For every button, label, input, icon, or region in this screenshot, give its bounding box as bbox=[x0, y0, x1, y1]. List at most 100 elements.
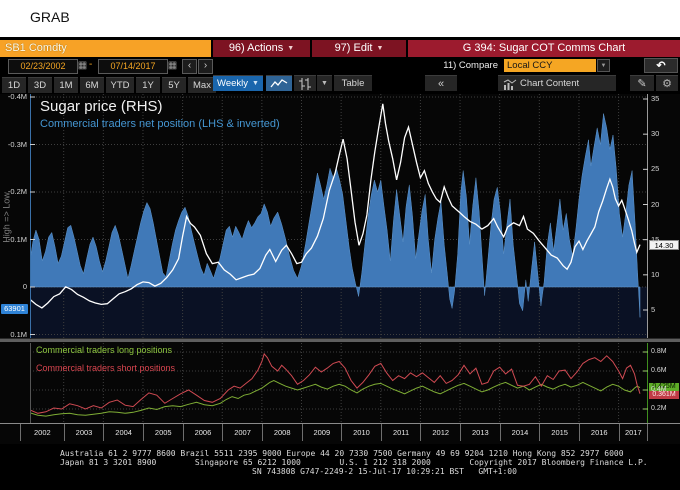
period-button-1m[interactable]: 1M bbox=[54, 77, 78, 93]
settings-button[interactable]: ⚙ bbox=[656, 75, 678, 91]
axis-tick-label: -0.4M bbox=[7, 92, 27, 101]
year-label-2010: 2010 bbox=[341, 424, 381, 441]
period-button-ytd[interactable]: YTD bbox=[106, 77, 134, 93]
chart-content-icon bbox=[503, 79, 517, 90]
table-button[interactable]: Table bbox=[334, 75, 372, 91]
axis-tick-label: 20 bbox=[651, 199, 660, 209]
axis-tick-label: 0.1M bbox=[10, 329, 27, 339]
frequency-select[interactable]: Weekly ▼ bbox=[213, 75, 263, 91]
chart-content-button[interactable]: Chart Content bbox=[498, 75, 616, 91]
bottom-chart[interactable] bbox=[30, 343, 648, 423]
undo-button[interactable]: ↶ bbox=[644, 58, 678, 73]
long-positions-value-badge: 0.425M bbox=[649, 383, 679, 391]
sugar-price-line bbox=[30, 103, 641, 309]
chart-subtitle: Commercial traders net position (LHS & i… bbox=[40, 118, 280, 130]
year-label-2013: 2013 bbox=[460, 424, 500, 441]
net-position-area bbox=[30, 113, 641, 318]
start-date-field[interactable]: 02/23/2002 bbox=[8, 59, 78, 74]
date-range-separator: - bbox=[89, 59, 93, 70]
range-back-button[interactable]: ‹ bbox=[182, 59, 197, 74]
period-button-1d[interactable]: 1D bbox=[2, 77, 26, 93]
axis-tick-label: 5 bbox=[651, 305, 656, 314]
footer-phone-line-2: Japan 81 3 3201 8900 Singapore 65 6212 1… bbox=[60, 458, 648, 467]
annotate-icon: ✎ bbox=[637, 78, 647, 90]
left-axis-direction-label: High => Low bbox=[1, 192, 12, 243]
actions-label: 96) Actions bbox=[228, 42, 284, 54]
net-position-value-badge: 63901 bbox=[1, 304, 28, 314]
legend-long-positions: Commercial traders long positions bbox=[36, 345, 173, 355]
chart-toolbar: 1D 3D 1M 6M YTD 1Y 5Y Max Weekly ▼ ▼ Table « Cha… bbox=[0, 75, 680, 93]
year-label-2011: 2011 bbox=[380, 424, 421, 441]
year-label-2012: 2012 bbox=[420, 424, 460, 441]
chart-title: Sugar price (RHS) bbox=[40, 98, 163, 115]
axis-tick-label: 35 bbox=[651, 94, 660, 103]
axis-tick-label: -0.3M bbox=[7, 139, 27, 149]
year-label-2015: 2015 bbox=[539, 424, 579, 441]
year-label-2003: 2003 bbox=[63, 424, 104, 441]
annotate-button[interactable]: ✎ bbox=[630, 75, 654, 91]
candlestick-type-button[interactable] bbox=[294, 75, 316, 91]
chart-area: Sugar price (RHS) Commercial traders net… bbox=[0, 92, 680, 444]
axis-tick-label: 0.8M bbox=[651, 348, 667, 355]
gear-icon: ⚙ bbox=[662, 78, 672, 90]
collapse-panel-button[interactable]: « bbox=[425, 75, 457, 91]
year-label-2004: 2004 bbox=[103, 424, 143, 441]
candlestick-icon bbox=[299, 78, 311, 90]
compare-menu-item[interactable]: 11) Compare bbox=[443, 60, 498, 71]
calendar-icon[interactable]: ▦ bbox=[77, 60, 88, 71]
period-buttons: 1D 3D 1M 6M YTD 1Y 5Y Max bbox=[2, 75, 218, 93]
axis-tick-label: 15 bbox=[651, 234, 660, 244]
range-forward-button[interactable]: › bbox=[198, 59, 213, 74]
axis-tick-label: 0.4M bbox=[651, 386, 667, 393]
axis-tick-label: 0.6M bbox=[651, 367, 667, 374]
footer-phone-line-1: Australia 61 2 9777 8600 Brazil 5511 239… bbox=[60, 449, 624, 458]
panel-divider[interactable] bbox=[0, 338, 680, 342]
year-label-2016: 2016 bbox=[578, 424, 619, 441]
period-button-5y[interactable]: 5Y bbox=[162, 77, 186, 93]
undo-icon: ↶ bbox=[656, 60, 666, 72]
axis-tick-label: 10 bbox=[651, 269, 660, 279]
price-value-badge: 14.30 bbox=[649, 240, 679, 250]
period-button-3d[interactable]: 3D bbox=[28, 77, 52, 93]
short-positions-value-badge: 0.361M bbox=[649, 391, 679, 399]
chevron-down-icon: ▼ bbox=[321, 80, 328, 87]
year-label-2002: 2002 bbox=[20, 424, 64, 441]
axis-tick-label: 25 bbox=[651, 164, 660, 174]
edit-menu-button[interactable]: 97) Edit ▼ bbox=[312, 40, 406, 57]
x-axis-year-labels: 2002 2003 2004 2005 2006 2007 2008 2009 2010 2011… bbox=[0, 424, 680, 443]
year-label-2008: 2008 bbox=[261, 424, 302, 441]
year-label-2014: 2014 bbox=[499, 424, 540, 441]
line-chart-type-button[interactable] bbox=[266, 75, 292, 91]
currency-select[interactable]: Local CCY bbox=[504, 59, 596, 72]
year-label-2017: 2017 bbox=[618, 424, 648, 441]
command-bar: SB1 Comdty 96) Actions ▼ 97) Edit ▼ G 394:… bbox=[0, 40, 680, 57]
short-positions-line bbox=[30, 352, 641, 414]
period-button-6m[interactable]: 6M bbox=[80, 77, 104, 93]
edit-label: 97) Edit bbox=[334, 42, 373, 54]
line-chart-icon bbox=[270, 79, 288, 88]
chevron-down-icon: ▼ bbox=[252, 80, 259, 87]
end-date-field[interactable]: 07/14/2017 bbox=[98, 59, 168, 74]
axis-tick-label: -0.2M bbox=[7, 187, 27, 196]
chevron-down-icon[interactable]: ▼ bbox=[597, 59, 610, 72]
year-label-2005: 2005 bbox=[142, 424, 183, 441]
axis-tick-label: 0.2M bbox=[651, 405, 667, 412]
period-button-1y[interactable]: 1Y bbox=[136, 77, 160, 93]
year-label-2007: 2007 bbox=[222, 424, 262, 441]
frequency-label: Weekly bbox=[217, 78, 249, 89]
chevron-down-icon: ▼ bbox=[376, 45, 384, 52]
footer-session-info: SN 743808 G747-2249-2 15-Jul-17 10:29:21… bbox=[252, 467, 517, 476]
date-range-bar: 02/23/2002 ▦ - 07/14/2017 ▦ ‹ › 11) Comp… bbox=[0, 58, 680, 74]
main-chart[interactable] bbox=[30, 94, 648, 338]
grab-title: GRAB bbox=[30, 9, 70, 25]
chevron-down-icon: ▼ bbox=[287, 45, 295, 52]
actions-menu-button[interactable]: 96) Actions ▼ bbox=[213, 40, 310, 57]
long-positions-line bbox=[30, 379, 641, 417]
grab-header-bar: GRAB bbox=[0, 0, 680, 37]
chart-type-dropdown[interactable]: ▼ bbox=[317, 75, 332, 91]
calendar-icon[interactable]: ▦ bbox=[167, 60, 178, 71]
period-button-max[interactable]: Max bbox=[188, 77, 216, 93]
ticker-input[interactable]: SB1 Comdty bbox=[0, 40, 211, 57]
year-label-2006: 2006 bbox=[182, 424, 223, 441]
